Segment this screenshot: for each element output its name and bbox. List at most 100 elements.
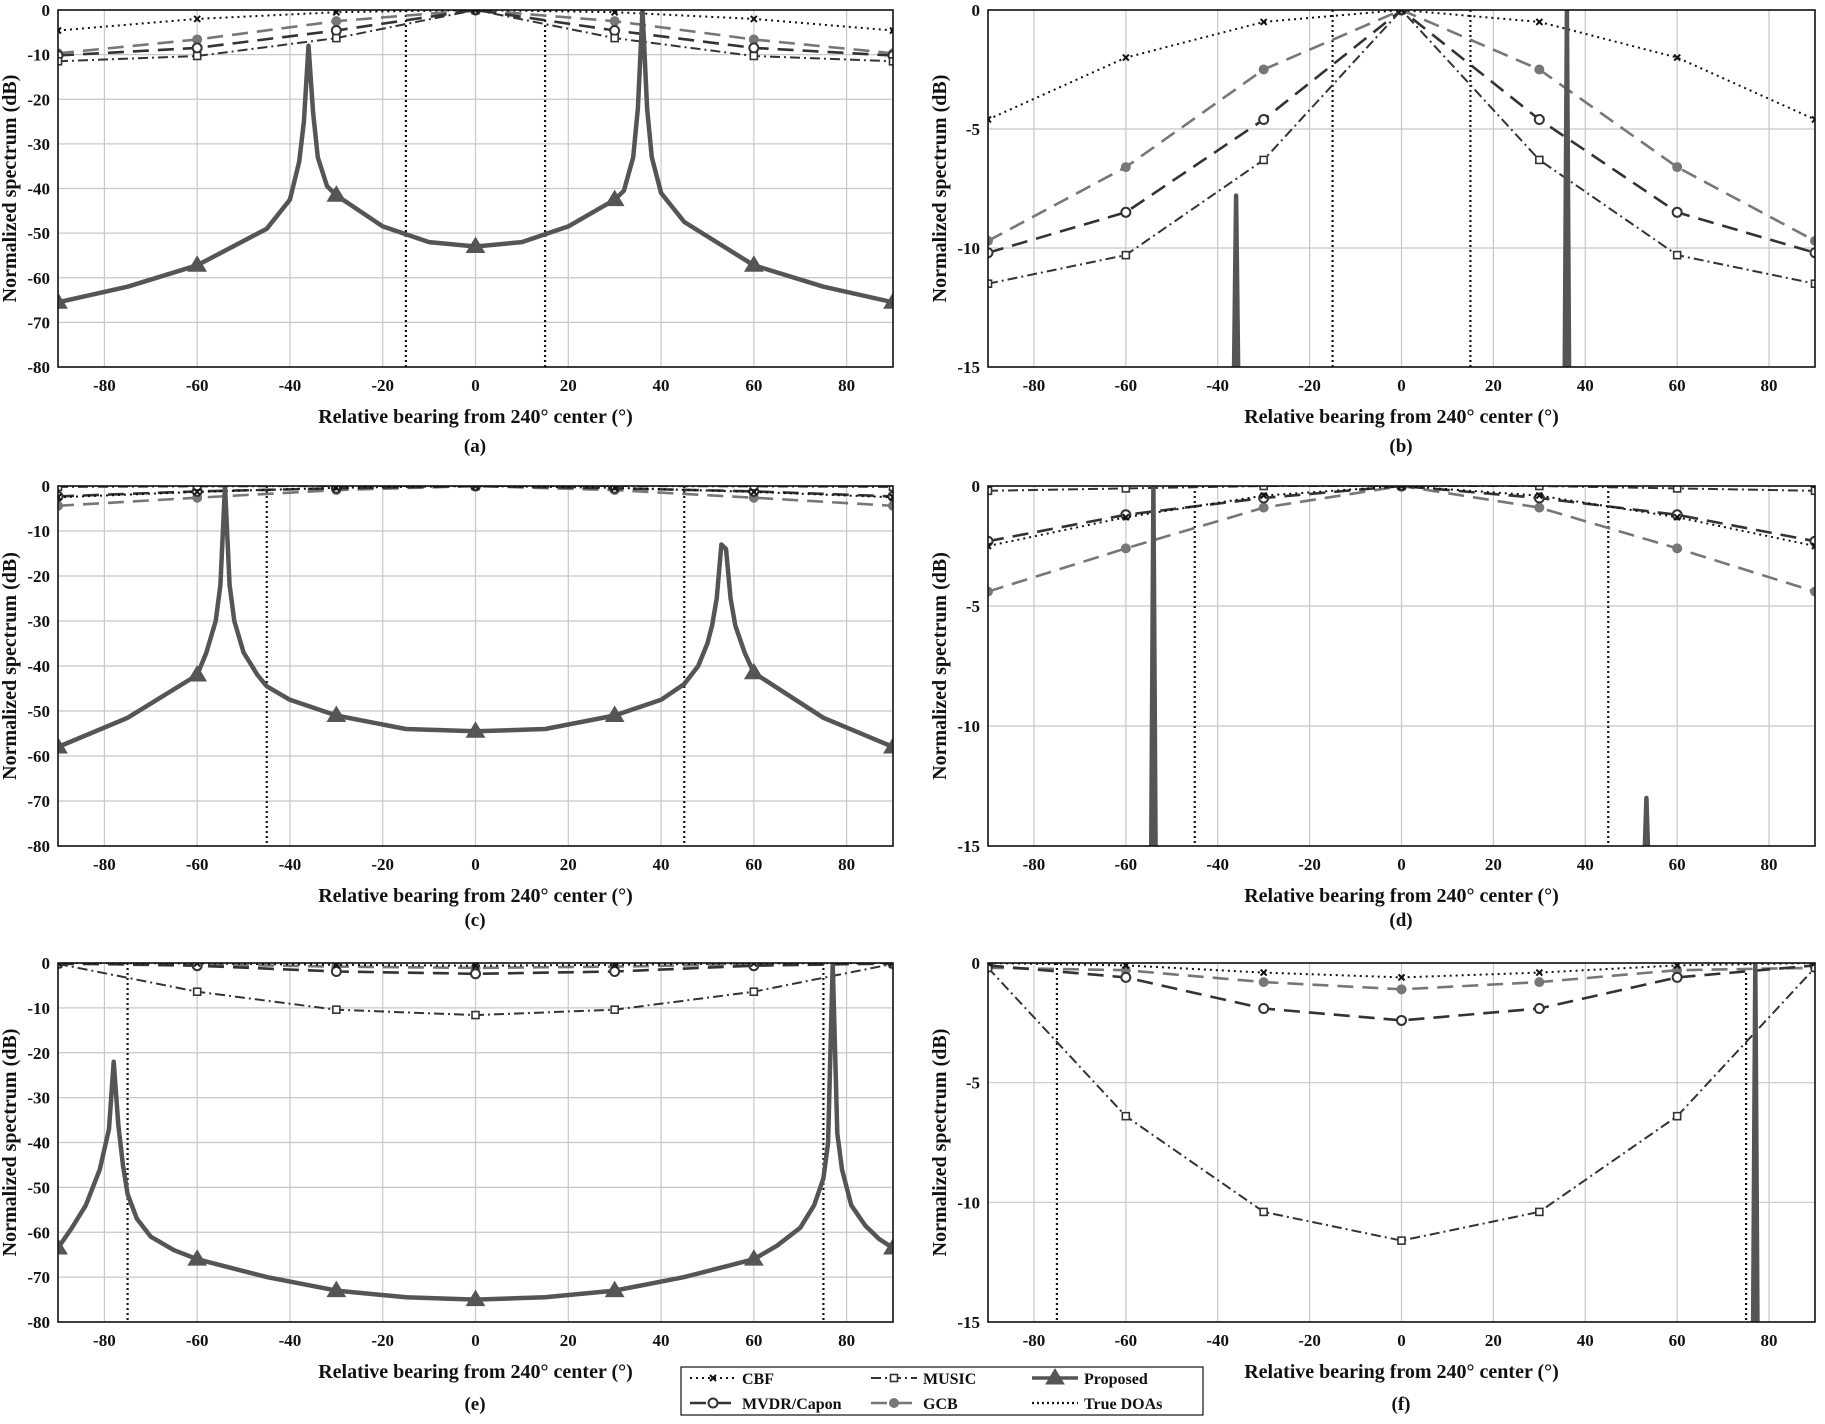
mvdr-marker	[609, 25, 621, 37]
music-marker	[988, 963, 993, 973]
cbf-marker	[988, 963, 992, 967]
proposed-marker	[883, 1237, 893, 1255]
x-tick-label: 40	[653, 1331, 670, 1350]
music-marker	[471, 486, 480, 491]
y-tick-label: -70	[27, 1268, 50, 1287]
gcb-marker	[331, 16, 342, 27]
y-tick-label: -10	[957, 239, 980, 258]
music-marker	[1535, 486, 1544, 491]
cbf-marker	[1122, 53, 1130, 62]
music-marker	[749, 987, 759, 997]
music-marker	[332, 1005, 341, 1014]
y-axis-label: Normalized spectrum (dB)	[0, 75, 21, 303]
series-proposed	[58, 963, 893, 1307]
axes-box	[987, 962, 1816, 1323]
cbf-marker	[889, 26, 893, 35]
gcb-marker	[609, 16, 620, 27]
x-axis-label: Relative bearing from 240° center (°)	[318, 406, 633, 428]
x-tick-label: 60	[1669, 376, 1686, 395]
chart-panel-5: -80 -60 -40 -20 0 20 40 60 80 0 -5 -10 -15 Relative b…	[929, 954, 1816, 1415]
cbf-marker	[58, 963, 62, 967]
proposed-marker	[743, 255, 764, 272]
series-cbf	[988, 963, 1815, 982]
axes-box	[987, 485, 1816, 847]
cbf-marker	[58, 493, 62, 501]
x-tick-label: -60	[186, 855, 209, 874]
mvdr-marker	[1671, 971, 1683, 983]
x-tick-label: 20	[560, 855, 577, 874]
cbf-marker	[1397, 10, 1406, 14]
y-tick-label: -60	[27, 269, 50, 288]
series-proposed	[1750, 963, 1760, 1322]
mvdr-marker	[1258, 113, 1270, 125]
y-tick-label: -5	[966, 597, 980, 616]
gcb-marker	[1258, 502, 1269, 513]
x-tick-label: 0	[1397, 855, 1406, 874]
mvdr-marker	[1671, 206, 1683, 218]
y-tick-label: -15	[957, 1313, 980, 1332]
music-marker	[889, 1373, 899, 1383]
x-tick-label: -80	[93, 1331, 116, 1350]
x-tick-label: -20	[371, 855, 394, 874]
gcb-marker	[889, 1398, 899, 1408]
gcb-marker	[1258, 64, 1269, 75]
y-tick-label: -70	[27, 313, 50, 332]
legend-entry: True DOAs	[1032, 1396, 1162, 1413]
y-axis-label: Normalized spectrum (dB)	[929, 75, 951, 303]
proposed-marker	[187, 1249, 208, 1266]
y-tick-label: -60	[27, 747, 50, 766]
mvdr-marker	[609, 966, 621, 978]
x-axis-label: Relative bearing from 240° center (°)	[1244, 1361, 1559, 1383]
legend-entry: GCB	[871, 1396, 958, 1413]
proposed-marker	[465, 1289, 486, 1307]
y-tick-label: 0	[972, 954, 981, 973]
y-tick-label: 0	[42, 477, 51, 496]
proposed-marker	[465, 236, 486, 254]
legend-entry: Proposed	[1032, 1368, 1148, 1388]
plot-area	[988, 486, 1815, 846]
gcb-marker	[1810, 586, 1815, 597]
x-axis-label: Relative bearing from 240° center (°)	[1244, 885, 1559, 907]
gcb-marker	[988, 235, 993, 246]
music-marker	[1672, 250, 1682, 260]
proposed-marker	[58, 292, 68, 309]
series-proposed	[1148, 486, 1651, 846]
gcb-marker	[1258, 977, 1269, 988]
x-tick-label: 0	[1397, 376, 1406, 395]
y-tick-label: -5	[966, 120, 980, 139]
music-marker	[1259, 486, 1268, 491]
x-tick-label: 40	[653, 855, 670, 874]
series-music	[988, 10, 1815, 289]
series-line	[1231, 10, 1572, 367]
cbf-marker	[1535, 968, 1544, 977]
panel-label: (b)	[1389, 436, 1412, 457]
cbf-marker	[1811, 542, 1815, 550]
cbf-marker	[988, 542, 992, 550]
series-music	[988, 486, 1815, 496]
mvdr-marker	[470, 968, 481, 980]
x-tick-label: -40	[279, 1331, 302, 1350]
y-tick-label: -10	[27, 46, 50, 65]
series-line	[1750, 963, 1760, 1322]
cbf-marker	[58, 26, 62, 35]
cbf-marker	[471, 10, 480, 14]
x-tick-label: -80	[93, 855, 116, 874]
music-marker	[332, 33, 341, 43]
x-tick-label: -20	[1298, 855, 1321, 874]
music-marker	[471, 10, 480, 15]
legend-label: True DOAs	[1084, 1396, 1162, 1413]
panel-label: (d)	[1389, 910, 1412, 931]
mvdr-marker	[1671, 509, 1683, 521]
series-proposed	[1231, 10, 1572, 367]
series-cbf	[988, 10, 1815, 124]
proposed-marker	[187, 255, 208, 272]
y-tick-label: -10	[27, 999, 50, 1018]
y-tick-label: 0	[42, 1, 51, 20]
x-tick-label: -60	[1114, 855, 1137, 874]
x-tick-label: 20	[1485, 855, 1502, 874]
series-line	[58, 486, 893, 750]
x-tick-label: 80	[838, 855, 855, 874]
cbf-marker	[1122, 513, 1130, 521]
cbf-marker	[1673, 513, 1681, 521]
x-tick-label: -80	[93, 376, 116, 395]
